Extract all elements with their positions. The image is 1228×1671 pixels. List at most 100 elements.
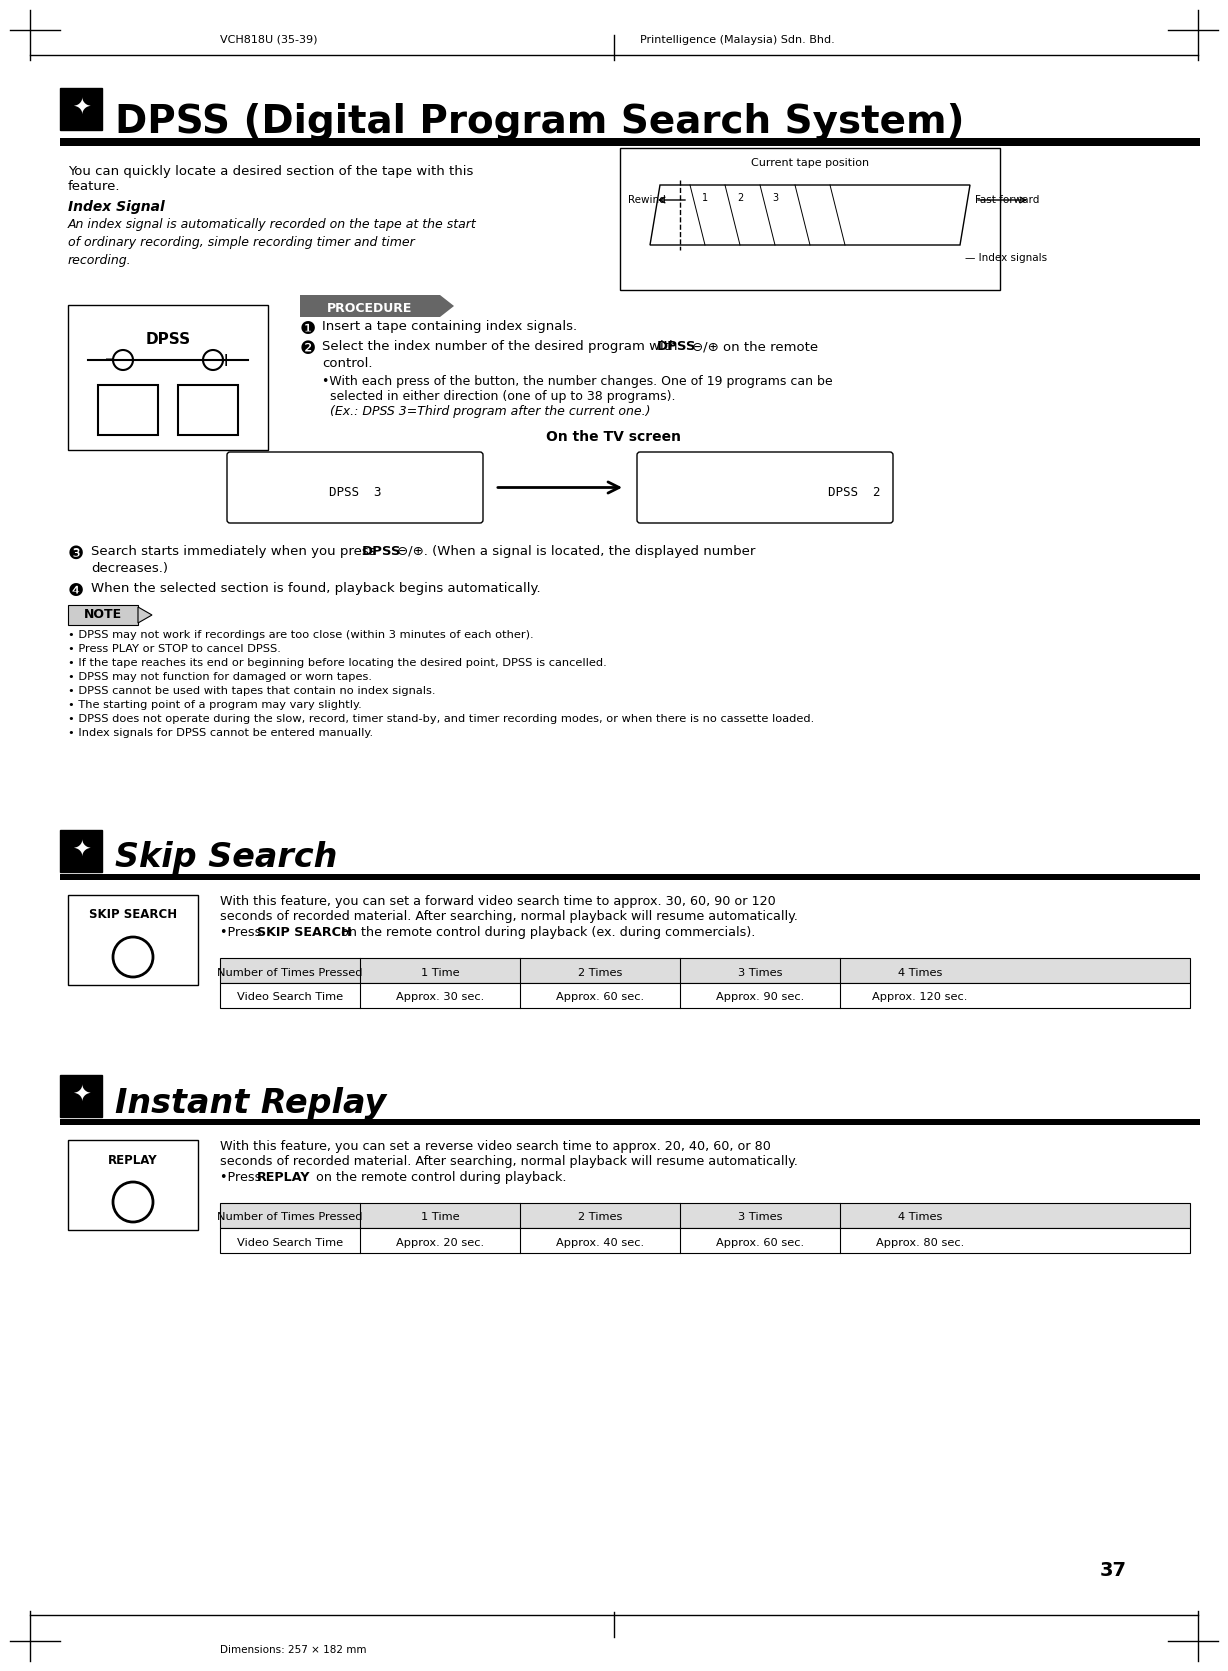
- Bar: [300, 296, 440, 317]
- Text: seconds of recorded material. After searching, normal playback will resume autom: seconds of recorded material. After sear…: [220, 911, 798, 922]
- Text: Insert a tape containing index signals.: Insert a tape containing index signals.: [322, 321, 577, 333]
- Text: 3: 3: [772, 192, 779, 202]
- Text: ❹: ❹: [68, 582, 85, 600]
- Text: (Ex.: DPSS 3=Third program after the current one.): (Ex.: DPSS 3=Third program after the cur…: [322, 404, 651, 418]
- Bar: [60, 139, 1200, 145]
- Text: Number of Times Pressed: Number of Times Pressed: [217, 1213, 362, 1223]
- Text: Approx. 60 sec.: Approx. 60 sec.: [716, 1238, 804, 1248]
- Text: • DPSS cannot be used with tapes that contain no index signals.: • DPSS cannot be used with tapes that co…: [68, 687, 436, 697]
- Text: •Press: •Press: [220, 1171, 265, 1185]
- Text: DPSS  2: DPSS 2: [828, 486, 880, 500]
- Text: ❶: ❶: [300, 321, 316, 338]
- Text: NOTE: NOTE: [84, 608, 122, 622]
- Text: You can quickly locate a desired section of the tape with this: You can quickly locate a desired section…: [68, 165, 473, 179]
- Bar: [60, 1120, 1200, 1125]
- Text: Approx. 120 sec.: Approx. 120 sec.: [872, 993, 968, 1003]
- Text: Approx. 80 sec.: Approx. 80 sec.: [876, 1238, 964, 1248]
- Text: DPSS: DPSS: [362, 545, 402, 558]
- Text: Dimensions: 257 × 182 mm: Dimensions: 257 × 182 mm: [220, 1644, 366, 1654]
- Text: DPSS  3: DPSS 3: [329, 486, 381, 500]
- Text: — Index signals: — Index signals: [965, 252, 1047, 262]
- Text: control.: control.: [322, 358, 372, 369]
- Text: +: +: [217, 351, 235, 369]
- Text: • DPSS may not work if recordings are too close (within 3 minutes of each other): • DPSS may not work if recordings are to…: [68, 630, 534, 640]
- Bar: [60, 830, 102, 872]
- Text: Select the index number of the desired program with: Select the index number of the desired p…: [322, 339, 682, 353]
- Bar: [68, 896, 198, 984]
- Text: Fast forward: Fast forward: [975, 196, 1039, 206]
- FancyBboxPatch shape: [227, 451, 483, 523]
- Text: on the remote control during playback (ex. during commercials).: on the remote control during playback (e…: [336, 926, 755, 939]
- Bar: [68, 306, 268, 449]
- Text: •With each press of the button, the number changes. One of 19 programs can be: •With each press of the button, the numb…: [322, 374, 833, 388]
- Text: Video Search Time: Video Search Time: [237, 1238, 343, 1248]
- Text: feature.: feature.: [68, 180, 120, 192]
- Text: DPSS: DPSS: [657, 339, 696, 353]
- Text: ✦: ✦: [71, 1086, 91, 1106]
- Text: An index signal is automatically recorded on the tape at the start
of ordinary r: An index signal is automatically recorde…: [68, 217, 476, 267]
- Text: • Index signals for DPSS cannot be entered manually.: • Index signals for DPSS cannot be enter…: [68, 729, 373, 739]
- Text: 2 Times: 2 Times: [578, 968, 623, 978]
- Text: • DPSS may not function for damaged or worn tapes.: • DPSS may not function for damaged or w…: [68, 672, 372, 682]
- Text: Approx. 60 sec.: Approx. 60 sec.: [556, 993, 643, 1003]
- Polygon shape: [650, 185, 970, 246]
- Text: Number of Times Pressed: Number of Times Pressed: [217, 968, 362, 978]
- Text: • The starting point of a program may vary slightly.: • The starting point of a program may va…: [68, 700, 362, 710]
- Text: 37: 37: [1100, 1561, 1127, 1579]
- Text: 1 Time: 1 Time: [421, 968, 459, 978]
- Text: 2: 2: [737, 192, 743, 202]
- Text: 3 Times: 3 Times: [738, 968, 782, 978]
- Text: on the remote control during playback.: on the remote control during playback.: [312, 1171, 566, 1185]
- Text: Approx. 40 sec.: Approx. 40 sec.: [556, 1238, 643, 1248]
- Text: PROCEDURE: PROCEDURE: [328, 301, 413, 314]
- Text: decreases.): decreases.): [91, 561, 168, 575]
- Text: Approx. 30 sec.: Approx. 30 sec.: [395, 993, 484, 1003]
- Text: Printelligence (Malaysia) Sdn. Bhd.: Printelligence (Malaysia) Sdn. Bhd.: [640, 35, 835, 45]
- Text: ✦: ✦: [71, 99, 91, 119]
- Bar: [220, 1203, 1190, 1228]
- Bar: [68, 605, 138, 625]
- Text: •Press: •Press: [220, 926, 265, 939]
- Bar: [68, 1140, 198, 1230]
- FancyBboxPatch shape: [637, 451, 893, 523]
- Text: With this feature, you can set a reverse video search time to approx. 20, 40, 60: With this feature, you can set a reverse…: [220, 1140, 771, 1153]
- Text: ⊖/⊕ on the remote: ⊖/⊕ on the remote: [693, 339, 818, 353]
- Text: Video Search Time: Video Search Time: [237, 993, 343, 1003]
- Text: • DPSS does not operate during the slow, record, timer stand-by, and timer recor: • DPSS does not operate during the slow,…: [68, 714, 814, 724]
- Text: ⊖/⊕. (When a signal is located, the displayed number: ⊖/⊕. (When a signal is located, the disp…: [397, 545, 755, 558]
- Text: ✦: ✦: [71, 841, 91, 861]
- Bar: [98, 384, 158, 434]
- Text: • Press PLAY or STOP to cancel DPSS.: • Press PLAY or STOP to cancel DPSS.: [68, 643, 281, 653]
- Text: DPSS: DPSS: [145, 333, 190, 348]
- Text: selected in either direction (one of up to 38 programs).: selected in either direction (one of up …: [322, 389, 675, 403]
- Text: DPSS (Digital Program Search System): DPSS (Digital Program Search System): [115, 104, 964, 140]
- Bar: [60, 89, 102, 130]
- Text: Approx. 90 sec.: Approx. 90 sec.: [716, 993, 804, 1003]
- Text: With this feature, you can set a forward video search time to approx. 30, 60, 90: With this feature, you can set a forward…: [220, 896, 776, 907]
- Bar: [60, 874, 1200, 881]
- Text: VCH818U (35-39): VCH818U (35-39): [220, 35, 318, 45]
- Polygon shape: [440, 296, 454, 317]
- Text: ❷: ❷: [300, 339, 316, 358]
- Bar: [220, 983, 1190, 1008]
- Text: On the TV screen: On the TV screen: [546, 429, 682, 444]
- Text: Approx. 20 sec.: Approx. 20 sec.: [395, 1238, 484, 1248]
- Text: Rewind: Rewind: [628, 196, 666, 206]
- Text: REPLAY: REPLAY: [257, 1171, 311, 1185]
- Bar: [220, 1228, 1190, 1253]
- Bar: [178, 384, 238, 434]
- Text: Skip Search: Skip Search: [115, 842, 338, 874]
- Text: 1: 1: [702, 192, 709, 202]
- Text: Instant Replay: Instant Replay: [115, 1086, 387, 1120]
- Text: ❸: ❸: [68, 545, 85, 563]
- Text: SKIP SEARCH: SKIP SEARCH: [257, 926, 351, 939]
- Text: Search starts immediately when you press: Search starts immediately when you press: [91, 545, 379, 558]
- Bar: [620, 149, 1000, 291]
- Bar: [220, 957, 1190, 983]
- Text: 4 Times: 4 Times: [898, 1213, 942, 1223]
- Text: Index Signal: Index Signal: [68, 201, 165, 214]
- Text: 3 Times: 3 Times: [738, 1213, 782, 1223]
- Text: –: –: [106, 351, 115, 369]
- Text: When the selected section is found, playback begins automatically.: When the selected section is found, play…: [91, 582, 540, 595]
- Bar: [60, 1074, 102, 1116]
